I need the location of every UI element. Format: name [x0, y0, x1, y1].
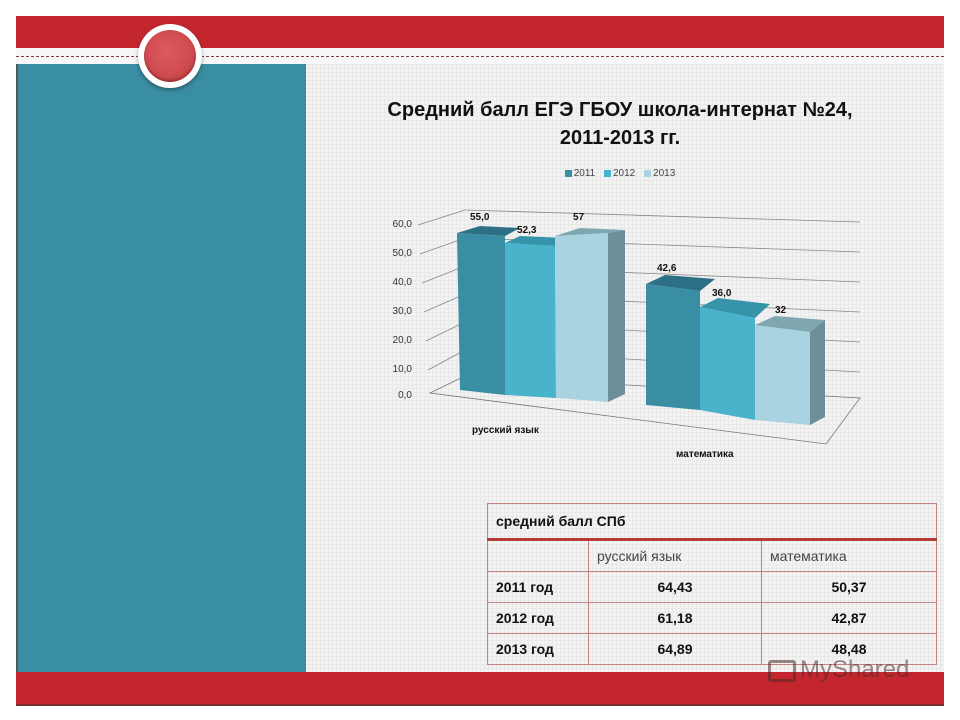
bar-group-russian [457, 226, 625, 402]
cell-russian: 64,43 [588, 571, 762, 603]
watermark-text: MyShared [800, 656, 910, 683]
legend-item-2011: 2011 [564, 168, 596, 179]
svg-text:математика: математика [676, 449, 734, 460]
table-row: 2012 год 61,18 42,87 [487, 602, 937, 634]
bottom-red-bar [16, 672, 944, 706]
bar-russian-2012 [505, 243, 556, 398]
legend-label: 2012 [613, 168, 636, 179]
svg-text:55,0: 55,0 [470, 212, 490, 223]
chart-title: Средний балл ЕГЭ ГБОУ школа-интернат №24… [350, 96, 890, 152]
legend-item-2012: 2012 [604, 168, 635, 179]
bar-math-2013 [755, 325, 810, 425]
table-header-empty [487, 539, 589, 572]
dashed-divider [16, 56, 944, 57]
spb-average-table: средний балл СПб русский язык математика… [487, 503, 937, 665]
svg-text:0,0: 0,0 [398, 390, 412, 401]
row-label: 2013 год [487, 633, 589, 665]
svg-text:60,0: 60,0 [393, 219, 413, 230]
legend-item-2013: 2013 [644, 168, 675, 179]
legend-label: 2013 [653, 168, 676, 179]
svg-text:42,6: 42,6 [657, 263, 677, 274]
svg-text:40,0: 40,0 [393, 277, 413, 288]
bar-group-math [646, 275, 825, 425]
svg-text:30,0: 30,0 [393, 306, 413, 317]
data-labels: 55,0 52,3 57 42,6 36,0 32 [470, 212, 787, 316]
chart-title-line-1: Средний балл ЕГЭ ГБОУ школа-интернат №24… [387, 99, 853, 121]
legend-swatch-icon [644, 169, 652, 177]
presentation-board-icon [768, 659, 796, 682]
svg-text:36,0: 36,0 [712, 288, 732, 299]
svg-text:русский язык: русский язык [472, 425, 540, 436]
svg-text:10,0: 10,0 [393, 364, 413, 375]
chart-title-line-2: 2011-2013 гг. [559, 127, 681, 149]
table-title: средний балл СПб [487, 503, 937, 541]
decorative-red-button-icon [144, 30, 196, 82]
table-header-row: русский язык математика [487, 539, 937, 572]
bar-russian-2011 [457, 233, 505, 395]
svg-text:50,0: 50,0 [393, 248, 413, 259]
cell-math: 50,37 [761, 571, 937, 603]
table-header-russian: русский язык [588, 539, 762, 572]
bar-math-2011 [646, 284, 700, 410]
bar-math-2012 [700, 307, 755, 420]
legend-swatch-icon [604, 169, 611, 177]
legend-swatch-icon [564, 169, 572, 177]
watermark: MyShared [768, 656, 909, 684]
chart-legend: 2011 2012 2013 [0, 168, 960, 179]
table-row: 2011 год 64,43 50,37 [487, 571, 937, 603]
bar-russian-2013 [555, 233, 608, 402]
svg-text:20,0: 20,0 [393, 335, 413, 346]
cell-russian: 61,18 [588, 602, 762, 634]
cell-russian: 64,89 [588, 633, 762, 665]
svg-text:52,3: 52,3 [517, 225, 537, 236]
row-label: 2011 год [487, 571, 589, 603]
table-header-math: математика [761, 539, 937, 572]
category-labels: русский язык математика [472, 425, 734, 460]
row-label: 2012 год [487, 602, 589, 634]
cell-math: 42,87 [761, 602, 937, 634]
svg-text:32: 32 [775, 305, 787, 316]
y-axis-labels: 60,0 50,0 40,0 30,0 20,0 10,0 0,0 [393, 219, 413, 401]
legend-label: 2011 [573, 168, 596, 179]
side-teal-panel [16, 64, 306, 672]
svg-text:57: 57 [573, 212, 585, 223]
